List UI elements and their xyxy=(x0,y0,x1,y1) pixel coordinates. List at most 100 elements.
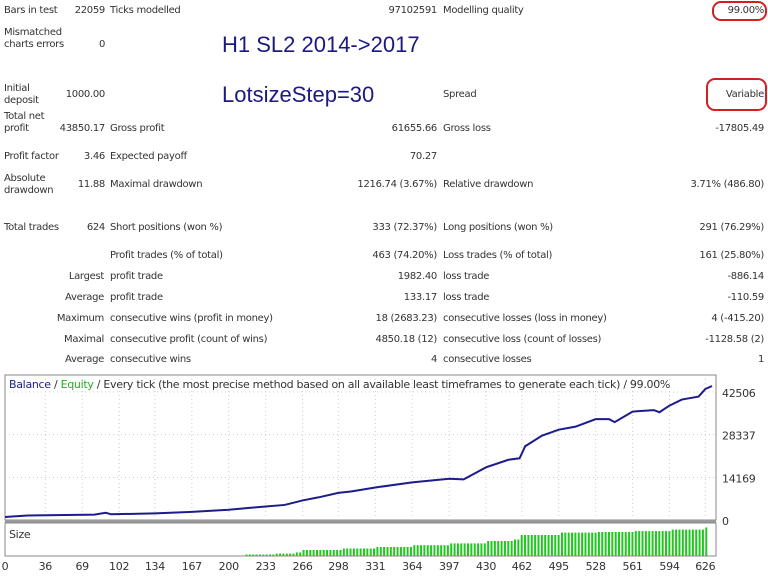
row-value: 0 xyxy=(98,39,105,50)
row-label-3: Spread xyxy=(443,89,477,100)
size-bar xyxy=(299,552,302,556)
size-bar xyxy=(319,550,322,556)
size-bar xyxy=(279,553,282,556)
size-bar xyxy=(366,548,369,556)
size-bar xyxy=(537,535,540,556)
row-label: Maximal xyxy=(64,334,104,345)
size-bar xyxy=(480,543,483,556)
size-bar xyxy=(396,547,399,556)
size-bar xyxy=(409,547,412,556)
row-label-2: Short positions (won %) xyxy=(110,222,223,233)
row-value-2: 97102591 xyxy=(388,5,438,16)
row-label-2: consecutive profit (count of wins) xyxy=(110,334,268,345)
size-bar xyxy=(386,547,389,556)
legend-balance: Balance xyxy=(9,378,51,391)
size-bar xyxy=(436,545,439,556)
row-value: 3.46 xyxy=(83,151,105,162)
row-value: 43850.17 xyxy=(59,123,106,134)
size-bar xyxy=(453,543,456,556)
size-bar xyxy=(349,548,352,556)
x-tick-label: 0 xyxy=(2,560,9,573)
row-label-2: profit trade xyxy=(110,292,163,303)
row-label-3: Modelling quality xyxy=(443,5,524,16)
size-bar xyxy=(373,548,376,556)
row-value-3: -110.59 xyxy=(727,292,765,303)
size-bar xyxy=(322,550,325,556)
size-bar xyxy=(691,529,694,556)
size-bar xyxy=(547,535,550,556)
y-tick-label: 42506 xyxy=(722,387,756,400)
size-bar xyxy=(503,541,506,556)
x-tick-label: 397 xyxy=(439,560,459,573)
row-value: 11.88 xyxy=(77,179,105,190)
highlight-spread xyxy=(706,78,767,111)
size-bar xyxy=(423,545,426,556)
size-bar xyxy=(507,541,510,556)
size-bar xyxy=(406,547,409,556)
x-tick-label: 298 xyxy=(328,560,348,573)
size-bar xyxy=(483,543,486,556)
size-bar xyxy=(467,543,470,556)
size-bar xyxy=(420,545,423,556)
size-bar xyxy=(326,550,329,556)
row-value-2: 70.27 xyxy=(409,151,437,162)
legend-rest: / Every tick (the most precise method ba… xyxy=(94,378,671,391)
size-bar xyxy=(517,539,520,556)
size-bar xyxy=(591,532,594,556)
x-tick-label: 561 xyxy=(623,560,643,573)
row-value-3: 3.71% (486.80) xyxy=(690,179,764,190)
size-bar xyxy=(685,529,688,556)
size-bar xyxy=(352,548,355,556)
row-label-3: consecutive losses xyxy=(443,354,532,365)
row-value-2: 333 (72.37%) xyxy=(372,222,437,233)
row-value-2: 1982.40 xyxy=(397,271,438,282)
size-bar xyxy=(359,548,362,556)
row-label-2: profit trade xyxy=(110,271,163,282)
chart-legend: Balance / Equity / Every tick (the most … xyxy=(9,378,670,391)
size-bar xyxy=(574,532,577,556)
size-bar xyxy=(376,547,379,556)
size-bar xyxy=(577,532,580,556)
size-label: Size xyxy=(9,528,31,541)
row-value-3: 4 (-415.20) xyxy=(711,313,764,324)
size-bar xyxy=(581,532,584,556)
row-value-3: -886.14 xyxy=(727,271,765,282)
row-label-3: Gross loss xyxy=(443,123,491,134)
row-value-3: 99.00% xyxy=(727,5,765,16)
size-bar xyxy=(433,545,436,556)
row-value-2: 18 (2683.23) xyxy=(375,313,438,324)
size-bar xyxy=(272,554,275,556)
size-bar xyxy=(413,545,416,556)
size-bar xyxy=(336,550,339,556)
size-bar xyxy=(638,531,641,556)
size-bar xyxy=(265,554,268,556)
size-bar xyxy=(470,543,473,556)
size-bar xyxy=(658,531,661,556)
size-bar xyxy=(614,532,617,556)
size-bar xyxy=(661,531,664,556)
size-bar xyxy=(463,543,466,556)
size-bar xyxy=(275,553,278,556)
size-bar xyxy=(651,531,654,556)
size-bar xyxy=(500,541,503,556)
size-bar xyxy=(524,535,527,556)
row-label: Total net profit xyxy=(4,111,45,134)
size-bar xyxy=(644,531,647,556)
size-bar xyxy=(356,548,359,556)
x-tick-label: 167 xyxy=(182,560,202,573)
size-bar xyxy=(557,535,560,556)
size-bar xyxy=(329,550,332,556)
size-bar xyxy=(621,532,624,556)
size-bar xyxy=(362,548,365,556)
size-bar xyxy=(701,529,704,556)
size-bar xyxy=(426,545,429,556)
size-bar xyxy=(252,554,255,556)
row-value-3: 161 (25.80%) xyxy=(699,250,764,261)
y-tick-label: 14169 xyxy=(722,472,756,485)
size-bar xyxy=(554,535,557,556)
row-label: Average xyxy=(65,354,104,365)
y-tick-label: 0 xyxy=(722,515,729,528)
size-bar xyxy=(490,541,493,556)
size-bar xyxy=(369,548,372,556)
row-label-2: Profit trades (% of total) xyxy=(110,250,223,261)
